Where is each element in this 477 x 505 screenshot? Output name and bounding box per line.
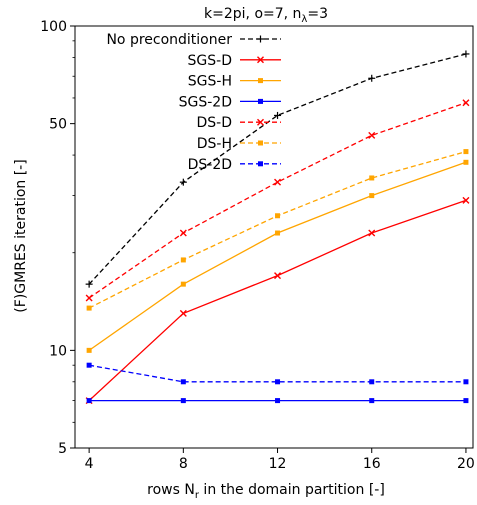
x-tick-label: 12 <box>269 456 287 472</box>
series-sgs-h <box>86 159 469 353</box>
legend: No preconditioner SGS-D SGS-H SGS-2D DS-D DS-… <box>106 32 281 173</box>
data-point <box>275 213 281 219</box>
legend-marker <box>258 161 263 167</box>
x-tick-label: 4 <box>85 456 94 472</box>
data-point <box>180 379 186 385</box>
series-ds-2d <box>86 362 469 385</box>
data-point <box>86 362 92 368</box>
data-point <box>179 178 187 186</box>
series-layer <box>85 50 470 405</box>
legend-item: DS-D <box>197 115 281 131</box>
y-axis-label: (F)GMRES iteration [-] <box>13 159 29 312</box>
data-point <box>462 50 470 58</box>
data-point <box>369 398 375 404</box>
x-axis-label: rows Nr in the domain partition [-] <box>147 482 385 501</box>
y-tick-label: 10 <box>49 343 67 359</box>
data-point <box>368 131 376 139</box>
series-ds-h <box>86 149 469 311</box>
legend-marker <box>258 78 263 84</box>
y-tick-label: 50 <box>49 117 67 133</box>
plot-area: 5 10 50 100 4 8 12 16 20 <box>40 19 475 472</box>
chart-title: k=2pi, o=7, nλ=3 <box>204 6 328 25</box>
data-point <box>369 193 375 199</box>
data-point <box>179 309 187 317</box>
series-sgs-d <box>85 196 470 405</box>
data-point <box>85 294 93 302</box>
series-line <box>88 364 466 383</box>
legend-marker <box>258 98 263 104</box>
legend-item: No preconditioner <box>106 32 281 48</box>
legend-item: DS-2D <box>188 157 281 173</box>
legend-label: SGS-2D <box>179 94 232 110</box>
data-point <box>462 99 470 107</box>
series-ds-d <box>85 99 470 302</box>
legend-marker <box>257 56 264 64</box>
legend-label: SGS-D <box>188 53 232 69</box>
data-point <box>275 379 281 385</box>
legend-label: DS-H <box>197 136 232 152</box>
series-line <box>88 102 467 299</box>
series-sgs-2d <box>86 398 469 404</box>
legend-marker <box>257 35 264 43</box>
data-point <box>180 398 186 404</box>
legend-label: No preconditioner <box>106 32 232 48</box>
x-tick-label: 20 <box>457 456 475 472</box>
data-point <box>462 196 470 204</box>
data-point <box>463 149 469 155</box>
x-tick-label: 8 <box>179 456 188 472</box>
data-point <box>368 229 376 237</box>
legend-item: SGS-H <box>188 74 281 90</box>
data-point <box>85 280 93 288</box>
data-point <box>369 175 375 181</box>
data-point <box>180 257 186 263</box>
data-point <box>463 398 469 404</box>
data-point <box>179 229 187 237</box>
data-point <box>368 74 376 82</box>
data-point <box>463 159 469 165</box>
y-tick-label: 5 <box>58 441 67 457</box>
x-tick-label: 16 <box>363 456 381 472</box>
data-point <box>274 178 282 186</box>
data-point <box>86 398 92 404</box>
data-point <box>369 379 375 385</box>
legend-label: DS-D <box>197 115 233 131</box>
data-point <box>275 398 281 404</box>
series-no-preconditioner <box>85 50 470 288</box>
legend-item: DS-H <box>197 136 281 152</box>
plot-frame <box>74 25 474 449</box>
data-point <box>274 272 282 280</box>
data-point <box>463 379 469 385</box>
series-line <box>88 199 467 402</box>
legend-label: DS-2D <box>188 157 232 173</box>
data-point <box>86 347 92 353</box>
series-line <box>88 161 467 351</box>
series-line <box>88 150 467 309</box>
y-tick-label: 100 <box>40 19 67 35</box>
legend-item: SGS-D <box>188 53 281 69</box>
data-point <box>86 305 92 311</box>
legend-label: SGS-H <box>188 74 232 90</box>
series-line <box>88 53 467 285</box>
legend-marker <box>257 118 264 126</box>
legend-item: SGS-2D <box>179 94 281 110</box>
data-point <box>275 230 281 236</box>
data-point <box>274 111 282 119</box>
legend-marker <box>258 140 263 146</box>
data-point <box>180 281 186 287</box>
